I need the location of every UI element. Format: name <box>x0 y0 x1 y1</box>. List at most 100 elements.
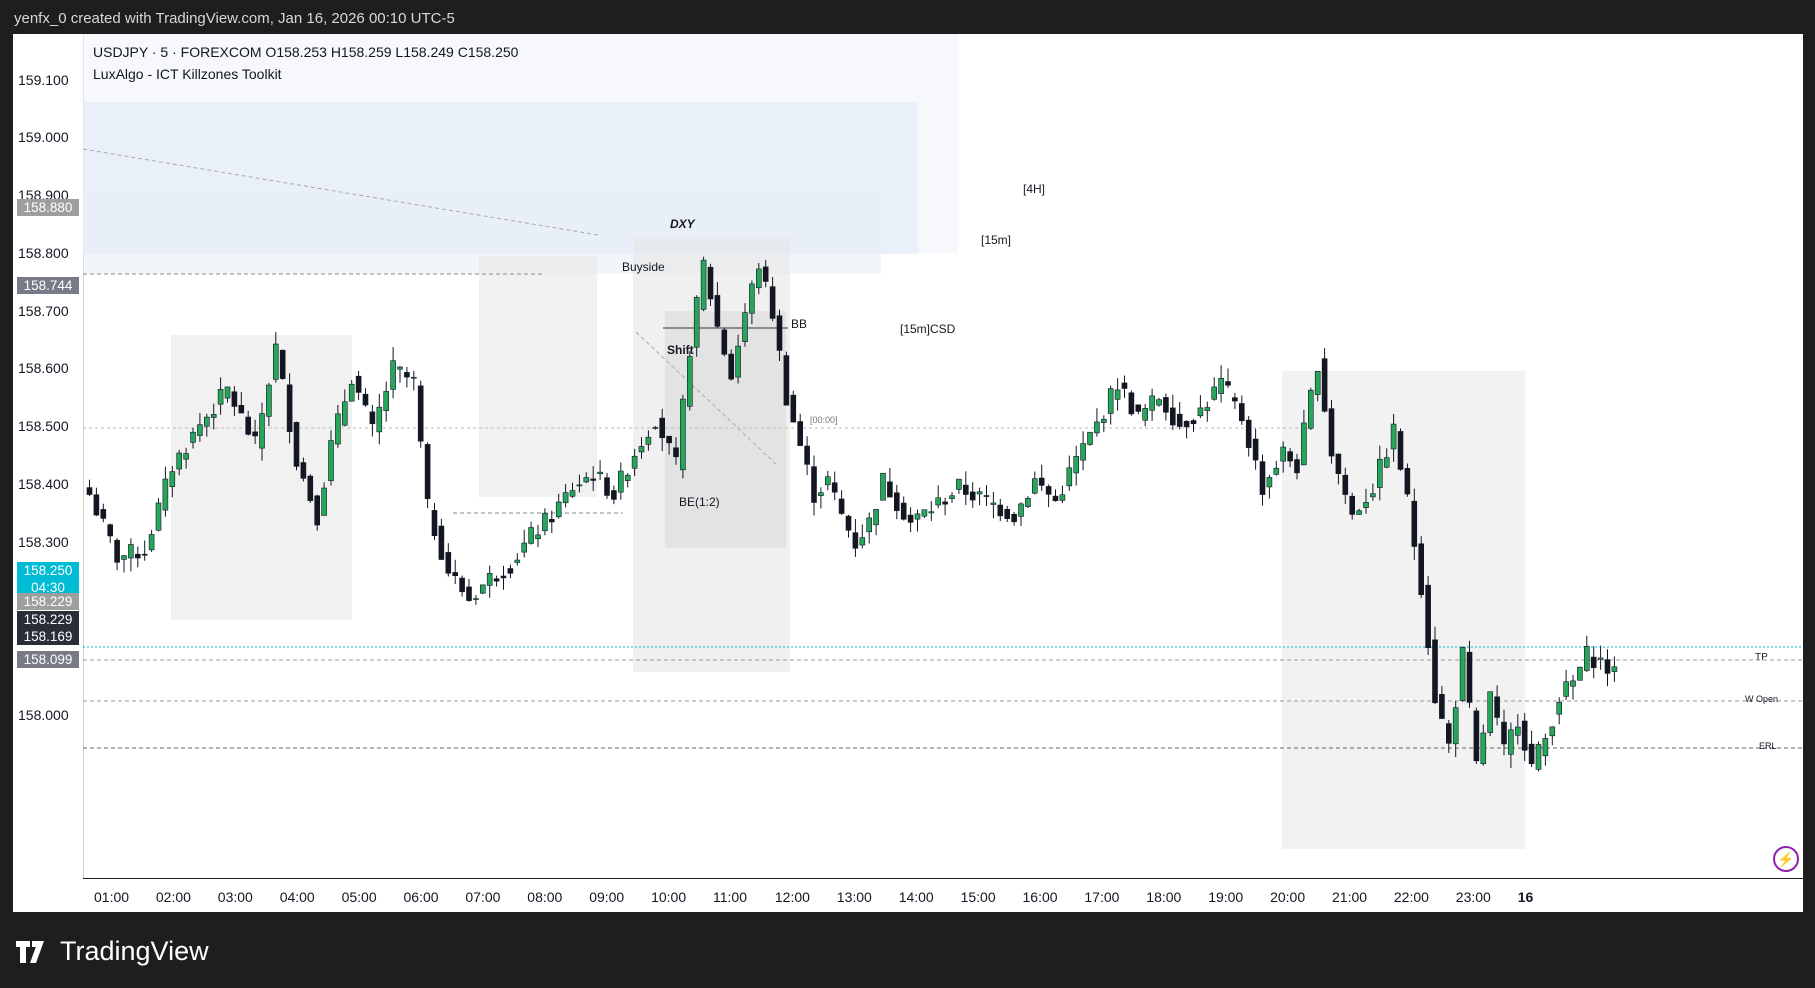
candle-body <box>1418 543 1424 595</box>
candle-body <box>362 393 369 406</box>
candle-body <box>1018 503 1024 517</box>
time-label: 03:00 <box>217 889 253 905</box>
candle-body <box>659 417 666 439</box>
candle-body <box>583 477 590 483</box>
candle-body <box>1080 443 1086 461</box>
candle-body <box>859 537 866 546</box>
candle-body <box>210 414 217 418</box>
candle-body <box>611 490 617 500</box>
price-label: 159.100 <box>18 72 69 88</box>
candle-body <box>928 511 935 514</box>
candle-body <box>535 534 541 540</box>
candle-body <box>997 504 1004 517</box>
time-label: 18:00 <box>1146 889 1182 905</box>
candle-body <box>617 470 624 493</box>
candle-body <box>238 405 245 414</box>
price-label: 158.300 <box>18 534 69 550</box>
candle-body <box>155 502 162 531</box>
candle-body <box>141 553 148 556</box>
candlestick-chart <box>83 34 1803 849</box>
candle-body <box>1590 656 1597 669</box>
candle-body <box>1211 386 1217 400</box>
candle-body <box>818 492 824 497</box>
candle-body <box>1466 651 1473 703</box>
candle-body <box>949 495 955 499</box>
w-open-label: W Open <box>1745 694 1779 704</box>
candle-body <box>321 487 327 516</box>
candle-body <box>1321 358 1328 412</box>
candle-body <box>976 491 983 495</box>
candle-body <box>707 266 714 300</box>
smt-line <box>635 331 779 467</box>
candle-body <box>259 413 265 449</box>
candle-body <box>100 509 107 519</box>
candle-body <box>604 477 610 496</box>
candle-body <box>569 490 576 497</box>
candle-body <box>383 391 390 411</box>
candle-body <box>279 349 286 379</box>
candle-body <box>962 484 969 495</box>
candle-body <box>369 411 376 425</box>
time-axis[interactable]: 01:00 02:00 03:00 04:00 05:00 06:00 07:00 08:00… <box>83 878 1803 913</box>
plot-area[interactable]: USDJPY · 5 · FOREXCOM O158.253 H158.259 … <box>83 34 1803 878</box>
tradingview-logo[interactable]: TradingView <box>16 936 209 967</box>
be-label: BE(1:2) <box>679 495 720 509</box>
candle-body <box>555 501 562 518</box>
candle-body <box>266 384 272 417</box>
candle-body <box>500 575 507 579</box>
chart-frame[interactable]: 159.100 159.000 158.900 158.800 158.700 … <box>13 34 1803 912</box>
candle-body <box>921 509 928 517</box>
time-label: 16:00 <box>1022 889 1058 905</box>
candle-body <box>1149 395 1155 411</box>
bb-label: BB <box>791 317 808 331</box>
candle-body <box>700 259 707 310</box>
candle-body <box>824 476 831 486</box>
tradingview-logo-icon <box>16 940 44 963</box>
lightning-icon[interactable]: ⚡ <box>1773 846 1799 872</box>
candle-body <box>1480 732 1487 765</box>
candle-body <box>1252 438 1259 461</box>
price-axis[interactable]: 159.100 159.000 158.900 158.800 158.700 … <box>13 34 84 878</box>
candle-body <box>1183 421 1190 428</box>
candle-body <box>176 452 182 470</box>
indicator-legend[interactable]: LuxAlgo - ICT Killzones Toolkit <box>93 66 282 82</box>
time-label: 09:00 <box>589 889 625 905</box>
candle-body <box>162 478 169 511</box>
candle-body <box>1356 510 1362 515</box>
dxy-label: DXY <box>670 217 695 231</box>
candle-body <box>1239 403 1245 422</box>
candle-body <box>590 478 597 481</box>
candle-body <box>1604 659 1611 674</box>
candle-body <box>169 471 176 487</box>
candle-body <box>783 355 790 406</box>
brand-name: TradingView <box>60 936 209 966</box>
candle-body <box>1528 743 1535 765</box>
top-bar: yenfx_0 created with TradingView.com, Ja… <box>0 0 1815 36</box>
time-label: 15:00 <box>960 889 996 905</box>
symbol-legend[interactable]: USDJPY · 5 · FOREXCOM O158.253 H158.259 … <box>93 44 519 60</box>
candle-body <box>1404 468 1411 495</box>
chart-credit: yenfx_0 created with TradingView.com, Ja… <box>14 10 455 27</box>
candle-body <box>1515 726 1521 736</box>
last-price: 158.250 <box>23 563 73 578</box>
candle-body <box>831 482 838 493</box>
candle-body <box>1473 710 1480 762</box>
time-marker-label: [00:00] <box>810 415 838 425</box>
candle-body <box>328 440 334 482</box>
candle-body <box>542 512 548 532</box>
time-label: 02:00 <box>155 889 191 905</box>
candle-body <box>797 421 804 446</box>
candle-body <box>121 555 127 560</box>
candle-body <box>969 491 976 501</box>
candle-body <box>666 435 672 444</box>
shift-label: Shift <box>667 343 694 357</box>
candle-body <box>1328 408 1335 457</box>
candle-body <box>1459 647 1466 701</box>
candle-body <box>1535 744 1542 770</box>
time-label: 22:00 <box>1393 889 1429 905</box>
candle-body <box>197 424 203 436</box>
candle-body <box>1597 657 1604 660</box>
candle-body <box>1611 666 1618 672</box>
candle-body <box>956 478 962 490</box>
candle-body <box>597 471 603 475</box>
